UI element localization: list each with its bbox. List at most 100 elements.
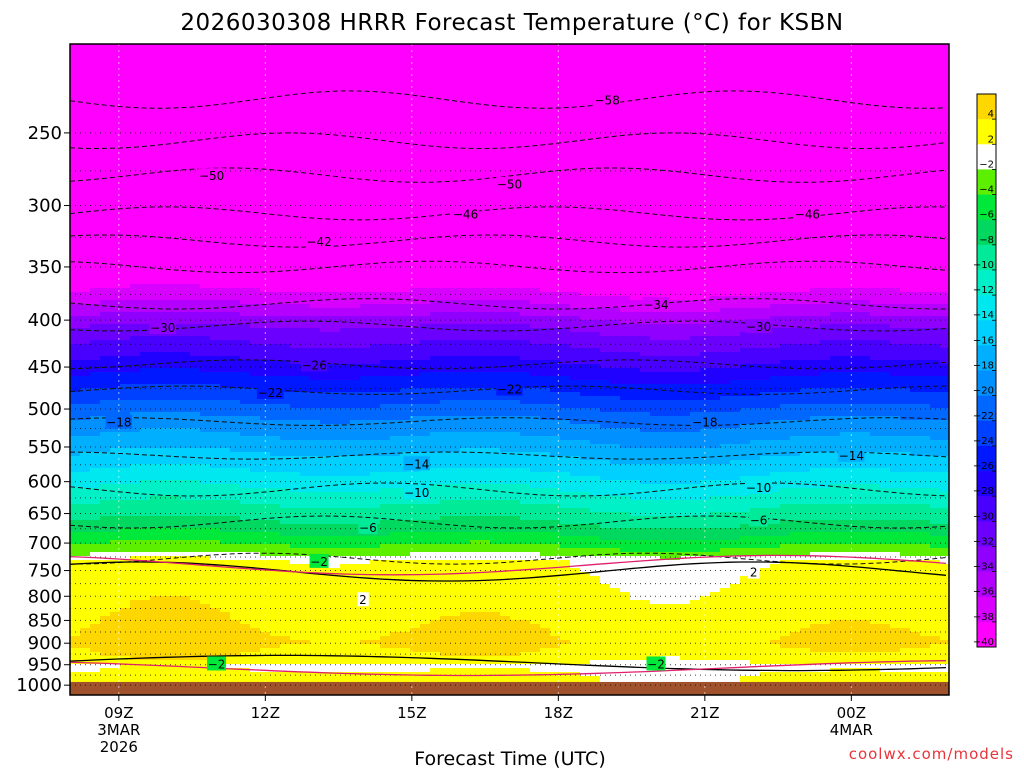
temperature-cell [100,260,111,265]
temperature-cell [360,628,371,633]
temperature-cell [100,516,111,521]
temperature-cell [250,76,261,81]
temperature-cell [290,628,301,633]
temperature-cell [250,300,261,305]
temperature-cell [280,244,291,249]
temperature-cell [170,456,181,461]
temperature-cell [300,220,311,225]
temperature-cell [120,500,131,505]
temperature-cell [330,460,341,465]
temperature-cell [120,264,131,269]
temperature-cell [170,132,181,137]
temperature-cell [80,424,91,429]
temperature-cell [350,552,361,557]
temperature-cell [360,228,371,233]
temperature-cell [250,656,261,661]
temperature-cell [170,504,181,509]
temperature-cell [90,424,101,429]
temperature-cell [140,128,151,133]
temperature-cell [240,192,251,197]
temperature-cell [240,492,251,497]
temperature-cell [110,592,121,597]
temperature-cell [230,136,241,141]
temperature-cell [290,304,301,309]
temperature-cell [300,612,311,617]
temperature-cell [150,120,161,125]
temperature-cell [210,528,221,533]
temperature-cell [140,288,151,293]
temperature-cell [330,644,341,649]
temperature-cell [130,204,141,209]
temperature-cell [260,260,271,265]
temperature-cell [240,280,251,285]
temperature-cell [320,612,331,617]
temperature-cell [220,600,231,605]
temperature-cell [280,288,291,293]
temperature-cell [300,572,311,577]
temperature-cell [330,276,341,281]
temperature-cell [220,364,231,369]
temperature-cell [310,384,321,389]
temperature-cell [210,132,221,137]
temperature-cell [80,560,91,565]
temperature-cell [360,216,371,221]
temperature-cell [300,212,311,217]
temperature-cell [70,124,81,129]
temperature-cell [140,236,151,241]
temperature-cell [120,136,131,141]
temperature-cell [350,316,361,321]
temperature-cell [300,564,311,569]
temperature-cell [240,288,251,293]
temperature-cell [200,340,211,345]
temperature-cell [190,80,201,85]
temperature-cell [300,380,311,385]
temperature-cell [370,284,381,289]
temperature-cell [240,628,251,633]
temperature-cell [250,516,261,521]
temperature-cell [320,108,331,113]
temperature-cell [270,636,281,641]
temperature-cell [230,336,241,341]
temperature-cell [330,136,341,141]
temperature-cell [150,604,161,609]
temperature-cell [330,668,341,673]
temperature-cell [200,516,211,521]
temperature-cell [350,120,361,125]
temperature-cell [330,116,341,121]
temperature-cell [170,528,181,533]
temperature-cell [120,360,131,365]
temperature-cell [80,464,91,469]
temperature-cell [70,320,81,325]
temperature-cell [80,296,91,301]
temperature-cell [360,384,371,389]
temperature-cell [80,192,91,197]
temperature-cell [110,308,121,313]
temperature-cell [140,100,151,105]
temperature-cell [320,500,331,505]
temperature-cell [230,552,241,557]
temperature-cell [120,336,131,341]
temperature-cell [280,76,291,81]
temperature-cell [190,220,201,225]
temperature-cell [140,500,151,505]
temperature-cell [300,148,311,153]
temperature-cell [150,524,161,529]
temperature-cell [270,540,281,545]
temperature-cell [100,100,111,105]
temperature-cell [320,380,331,385]
temperature-cell [220,584,231,589]
temperature-cell [110,644,121,649]
temperature-cell [110,460,121,465]
temperature-cell [300,512,311,517]
temperature-cell [210,88,221,93]
temperature-cell [90,464,101,469]
temperature-cell [160,436,171,441]
temperature-cell [240,464,251,469]
temperature-cell [120,96,131,101]
temperature-cell [170,280,181,285]
temperature-cell [330,372,341,377]
temperature-cell [190,56,201,61]
temperature-cell [180,388,191,393]
temperature-cell [360,648,371,653]
temperature-cell [330,584,341,589]
